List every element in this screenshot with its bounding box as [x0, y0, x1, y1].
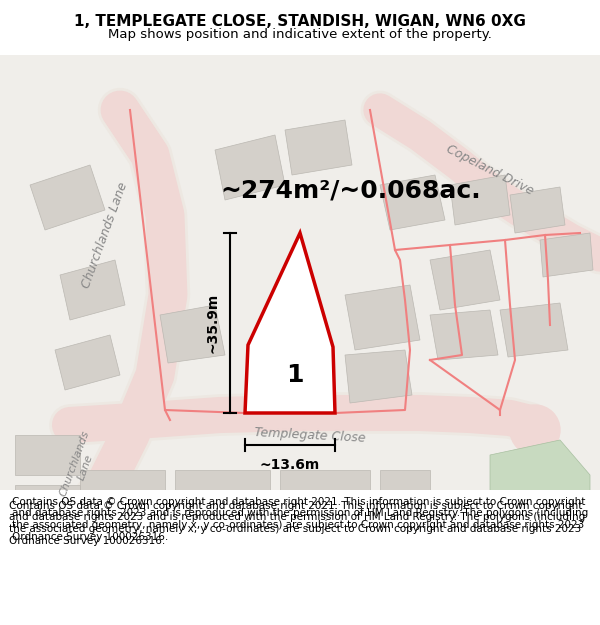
Text: Contains OS data © Crown copyright and database right 2021. This information is : Contains OS data © Crown copyright and d…: [12, 497, 588, 541]
Text: Templegate Close: Templegate Close: [254, 426, 366, 444]
Text: Copeland Drive: Copeland Drive: [444, 142, 536, 198]
Polygon shape: [280, 470, 370, 510]
Polygon shape: [490, 440, 590, 545]
Text: 1, TEMPLEGATE CLOSE, STANDISH, WIGAN, WN6 0XG: 1, TEMPLEGATE CLOSE, STANDISH, WIGAN, WN…: [74, 14, 526, 29]
Polygon shape: [15, 435, 80, 475]
Polygon shape: [285, 120, 352, 175]
Polygon shape: [80, 470, 165, 505]
Text: ~274m²/~0.068ac.: ~274m²/~0.068ac.: [220, 178, 481, 202]
Polygon shape: [160, 305, 225, 363]
Polygon shape: [450, 175, 510, 225]
Polygon shape: [345, 350, 412, 403]
Text: Contains OS data © Crown copyright and database right 2021. This information is : Contains OS data © Crown copyright and d…: [9, 501, 585, 546]
Polygon shape: [175, 470, 270, 510]
Polygon shape: [30, 165, 105, 230]
Polygon shape: [540, 233, 593, 277]
Polygon shape: [55, 335, 120, 390]
Polygon shape: [500, 303, 568, 357]
Polygon shape: [430, 310, 498, 360]
Polygon shape: [15, 485, 80, 525]
Polygon shape: [215, 135, 285, 200]
Ellipse shape: [510, 405, 560, 455]
Polygon shape: [345, 285, 420, 350]
Polygon shape: [380, 470, 430, 510]
Text: ~35.9m: ~35.9m: [205, 293, 219, 353]
Polygon shape: [245, 233, 335, 413]
Polygon shape: [430, 250, 500, 310]
Polygon shape: [60, 260, 125, 320]
Text: Churchlands
Lane: Churchlands Lane: [58, 429, 102, 501]
Text: Churchlands Lane: Churchlands Lane: [80, 180, 130, 290]
Text: 1: 1: [286, 363, 304, 387]
Polygon shape: [380, 175, 445, 230]
Polygon shape: [510, 187, 565, 233]
Text: ~13.6m: ~13.6m: [260, 458, 320, 472]
Text: Map shows position and indicative extent of the property.: Map shows position and indicative extent…: [108, 28, 492, 41]
